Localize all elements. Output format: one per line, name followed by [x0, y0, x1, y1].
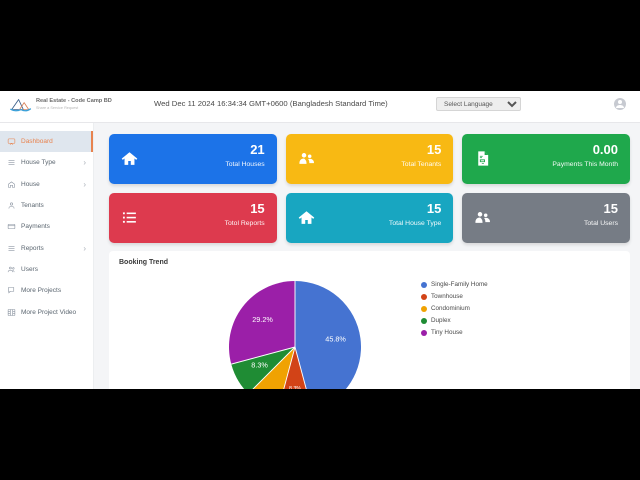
svg-text:29.2%: 29.2% [252, 315, 273, 324]
svg-text:8.3%: 8.3% [289, 386, 301, 389]
svg-text:8.3%: 8.3% [251, 360, 268, 369]
svg-text:45.8%: 45.8% [325, 335, 346, 344]
